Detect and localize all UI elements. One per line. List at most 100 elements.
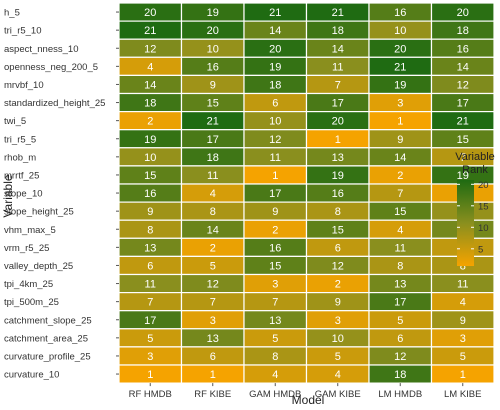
cell-value-label: 1 bbox=[460, 369, 466, 381]
cell-value-label: 12 bbox=[207, 279, 219, 291]
cell-value-label: 15 bbox=[394, 206, 406, 218]
cell-value-label: 5 bbox=[210, 260, 216, 272]
cell-value-label: 3 bbox=[272, 279, 278, 291]
cell-value-label: 17 bbox=[269, 188, 281, 200]
cell-value-label: 21 bbox=[394, 61, 406, 73]
cell-value-label: 4 bbox=[335, 369, 341, 381]
cell-value-label: 1 bbox=[397, 116, 403, 128]
cell-value-label: 9 bbox=[210, 79, 216, 91]
cell-value-label: 18 bbox=[457, 25, 469, 37]
cell-value-label: 14 bbox=[332, 43, 344, 55]
cell-value-label: 1 bbox=[210, 369, 216, 381]
cell-value-label: 7 bbox=[335, 79, 341, 91]
cell-value-label: 19 bbox=[394, 79, 406, 91]
cell-value-label: 8 bbox=[272, 351, 278, 363]
cell-value-label: 19 bbox=[269, 61, 281, 73]
cell-value-label: 18 bbox=[144, 98, 156, 110]
y-tick-label: tri_r5_10 bbox=[4, 26, 42, 37]
y-tick-label: rhob_m bbox=[4, 152, 36, 163]
y-tick-label: catchment_slope_25 bbox=[4, 315, 92, 326]
x-tick-label: LM HMDB bbox=[378, 389, 422, 400]
cell-value-label: 8 bbox=[460, 260, 466, 272]
cell-value-label: 9 bbox=[460, 315, 466, 327]
cell-value-label: 20 bbox=[144, 7, 156, 19]
cell-value-label: 4 bbox=[272, 369, 278, 381]
x-tick-label: GAM HMDB bbox=[249, 389, 301, 400]
legend-title: Variable bbox=[455, 151, 495, 163]
y-tick-label: tpi_4km_25 bbox=[4, 279, 53, 290]
cell-value-label: 16 bbox=[332, 188, 344, 200]
legend-tick-label: 20 bbox=[478, 180, 489, 191]
cell-value-label: 17 bbox=[207, 134, 219, 146]
cell-value-label: 8 bbox=[397, 260, 403, 272]
cell-value-label: 13 bbox=[332, 152, 344, 164]
cell-value-label: 11 bbox=[395, 242, 406, 254]
cell-value-label: 6 bbox=[397, 333, 403, 345]
legend-tick-label: 5 bbox=[478, 244, 483, 255]
cell-value-label: 17 bbox=[394, 297, 406, 309]
y-tick-label: vrm_r5_25 bbox=[4, 243, 49, 254]
cell-value-label: 20 bbox=[332, 116, 344, 128]
cell-value-label: 2 bbox=[397, 170, 403, 182]
cell-value-label: 10 bbox=[332, 333, 344, 345]
y-axis-title: Variable bbox=[1, 174, 15, 217]
cell-value-label: 4 bbox=[397, 224, 403, 236]
cell-value-label: 18 bbox=[394, 369, 406, 381]
y-tick-label: standardized_height_25 bbox=[4, 98, 105, 109]
y-tick-label: tri_r5_5 bbox=[4, 134, 36, 145]
cell-value-label: 17 bbox=[144, 315, 156, 327]
legend-tick-label: 10 bbox=[478, 223, 489, 234]
cell-value-label: 12 bbox=[144, 43, 156, 55]
cell-value-label: 20 bbox=[457, 7, 469, 19]
cell-value-label: 9 bbox=[272, 206, 278, 218]
cell-value-label: 11 bbox=[145, 279, 156, 291]
cell-value-label: 7 bbox=[397, 188, 403, 200]
cell-value-label: 8 bbox=[210, 206, 216, 218]
cell-value-label: 14 bbox=[269, 25, 281, 37]
cell-value-label: 1 bbox=[147, 369, 153, 381]
cell-value-label: 11 bbox=[332, 61, 343, 73]
cell-value-label: 2 bbox=[210, 242, 216, 254]
cell-value-label: 8 bbox=[335, 206, 341, 218]
cell-value-label: 19 bbox=[332, 170, 344, 182]
cell-value-label: 17 bbox=[457, 98, 469, 110]
y-tick-label: slope_10 bbox=[4, 189, 43, 200]
cell-value-label: 14 bbox=[394, 152, 406, 164]
cell-value-label: 15 bbox=[269, 260, 281, 272]
cell-value-label: 12 bbox=[269, 134, 281, 146]
cell-value-label: 19 bbox=[457, 170, 469, 182]
cell-value-label: 21 bbox=[332, 7, 344, 19]
cell-value-label: 21 bbox=[144, 25, 156, 37]
cell-value-label: 11 bbox=[457, 279, 468, 291]
cell-value-label: 14 bbox=[457, 61, 469, 73]
cell-value-label: 16 bbox=[394, 7, 406, 19]
legend-title: Rank bbox=[462, 164, 488, 176]
cell-value-label: 6 bbox=[210, 351, 216, 363]
cell-value-label: 6 bbox=[272, 98, 278, 110]
cell-value-label: 7 bbox=[147, 297, 153, 309]
cell-value-label: 20 bbox=[394, 43, 406, 55]
cell-value-label: 8 bbox=[147, 224, 153, 236]
cell-value-label: 7 bbox=[272, 297, 278, 309]
cell-value-label: 6 bbox=[335, 242, 341, 254]
y-tick-labels: h_5 tri_r5_10 aspect_nness_10 openness_neg_… bbox=[4, 8, 119, 381]
cell-value-label: 18 bbox=[207, 152, 219, 164]
legend-ticks: 5 10 15 20 bbox=[457, 180, 489, 255]
cell-value-label: 3 bbox=[397, 98, 403, 110]
cell-value-label: 2 bbox=[335, 279, 341, 291]
y-tick-label: catchment_area_25 bbox=[4, 333, 88, 344]
cell-value-label: 3 bbox=[460, 333, 466, 345]
cell-value-label: 15 bbox=[144, 170, 156, 182]
cell-value-label: 10 bbox=[207, 43, 219, 55]
cell-value-label: 21 bbox=[457, 116, 469, 128]
cell-value-label: 2 bbox=[147, 116, 153, 128]
cell-value-label: 2 bbox=[272, 224, 278, 236]
color-legend: Variable Rank 5 10 15 20 bbox=[455, 151, 495, 266]
y-tick-label: mrrtf_25 bbox=[4, 170, 39, 181]
cell-value-label: 15 bbox=[207, 98, 219, 110]
cell-value-label: 15 bbox=[332, 224, 344, 236]
cell-value-label: 4 bbox=[147, 61, 153, 73]
cell-value-label: 5 bbox=[272, 333, 278, 345]
cell-value-label: 5 bbox=[335, 351, 341, 363]
